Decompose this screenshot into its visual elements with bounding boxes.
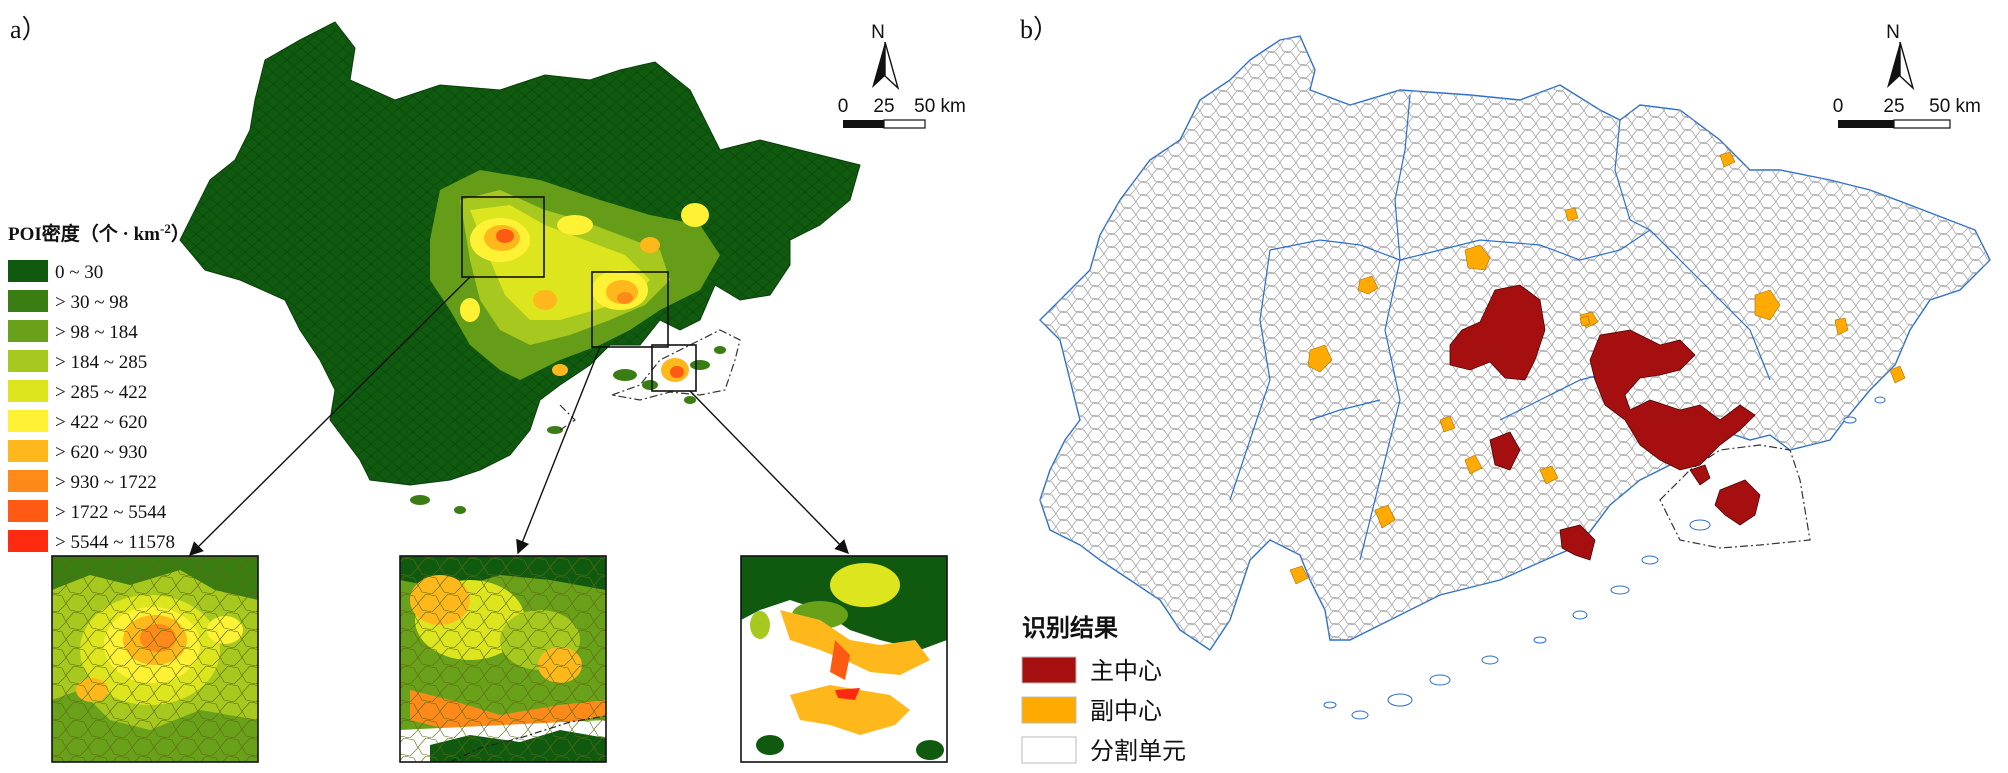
scale-a-0: 0 bbox=[838, 96, 849, 117]
legend-a-label-2: > 98 ~ 184 bbox=[55, 322, 138, 343]
sub-center-8 bbox=[1834, 317, 1849, 336]
sub-center-13 bbox=[1374, 504, 1396, 529]
sub-center-11 bbox=[1464, 454, 1483, 475]
legend-a: POI密度（个 · km-2） 0 ~ 30 > 30 ~ 98 > 98 ~ 18… bbox=[8, 221, 190, 553]
legend-b-swatch-1 bbox=[1021, 696, 1077, 724]
zoom-frame-1 bbox=[461, 196, 545, 278]
main-center-5 bbox=[1714, 479, 1761, 526]
panel-b-label: b） bbox=[1020, 15, 1059, 44]
hk-boundary-a-2 bbox=[559, 404, 576, 431]
poi-density-map bbox=[179, 21, 861, 514]
scale-bar-a: 0 25 50 km bbox=[838, 96, 966, 129]
panel-b: b） bbox=[1020, 15, 1991, 765]
legend-a-title-main: POI密度（个 · km bbox=[8, 222, 160, 245]
legend-a-swatch-2 bbox=[8, 320, 48, 342]
legend-b-label-1: 副中心 bbox=[1090, 697, 1162, 725]
sub-center-14 bbox=[1289, 565, 1309, 585]
main-center-6 bbox=[1689, 464, 1711, 486]
legend-a-title-end: ） bbox=[171, 222, 190, 245]
north-arrow-a: N bbox=[871, 22, 900, 91]
scale-b-0: 0 bbox=[1833, 96, 1844, 117]
inset-map-3 bbox=[740, 555, 948, 763]
legend-a-items: 0 ~ 30 > 30 ~ 98 > 98 ~ 184 > 184 ~ 285 > 28… bbox=[8, 260, 175, 553]
scale-bar-b: 0 25 50 km bbox=[1833, 96, 1981, 129]
sub-centers bbox=[1289, 151, 1906, 585]
legend-a-label-8: > 1722 ~ 5544 bbox=[55, 502, 167, 523]
inset-map-1 bbox=[51, 555, 259, 763]
sub-center-12 bbox=[1539, 465, 1559, 485]
legend-a-label-9: > 5544 ~ 11578 bbox=[55, 532, 175, 553]
legend-a-label-3: > 184 ~ 285 bbox=[55, 352, 147, 373]
legend-b-label-2: 分割单元 bbox=[1090, 737, 1186, 765]
legend-b-title: 识别结果 bbox=[1022, 614, 1118, 642]
legend-a-swatch-5 bbox=[8, 410, 48, 432]
sub-center-15 bbox=[1579, 315, 1591, 327]
legend-b-swatch-0 bbox=[1021, 656, 1077, 684]
legend-a-label-5: > 422 ~ 620 bbox=[55, 412, 147, 433]
legend-a-title: POI密度（个 · km-2） bbox=[8, 221, 190, 245]
legend-a-swatch-6 bbox=[8, 440, 48, 462]
north-label-a: N bbox=[871, 22, 885, 43]
main-centers bbox=[1449, 284, 1761, 561]
legend-b-swatch-2 bbox=[1021, 736, 1077, 764]
legend-a-label-4: > 285 ~ 422 bbox=[55, 382, 147, 403]
north-arrow-b: N bbox=[1886, 22, 1915, 91]
sub-center-1 bbox=[1464, 244, 1491, 271]
sub-center-7 bbox=[1719, 151, 1736, 168]
legend-a-swatch-7 bbox=[8, 470, 48, 492]
legend-a-label-7: > 930 ~ 1722 bbox=[55, 472, 157, 493]
scale-a-50: 50 km bbox=[914, 96, 966, 117]
coastal-islands-b bbox=[1323, 396, 1886, 720]
legend-a-swatch-9 bbox=[8, 530, 48, 552]
legend-a-label-6: > 620 ~ 930 bbox=[55, 442, 147, 463]
coastal-islands-a bbox=[410, 346, 726, 514]
panel-a: a） bbox=[8, 15, 966, 763]
center-identification-map bbox=[1039, 35, 1991, 720]
main-center-3 bbox=[1489, 431, 1521, 471]
sub-center-4 bbox=[1564, 207, 1579, 222]
legend-a-label-0: 0 ~ 30 bbox=[55, 262, 103, 283]
scale-b-25: 25 bbox=[1883, 96, 1904, 117]
hk-boundary-a bbox=[609, 329, 741, 401]
legend-b-label-0: 主中心 bbox=[1090, 657, 1162, 685]
sub-center-2 bbox=[1357, 275, 1379, 295]
sub-center-3 bbox=[1307, 344, 1333, 373]
hk-boundary-b bbox=[1659, 444, 1811, 549]
legend-a-title-sup: -2 bbox=[160, 221, 171, 236]
legend-a-swatch-0 bbox=[8, 260, 48, 282]
main-center-1 bbox=[1449, 284, 1546, 381]
scale-b-50: 50 km bbox=[1929, 96, 1981, 117]
sub-center-10 bbox=[1439, 415, 1456, 433]
density-hotspots bbox=[460, 203, 709, 382]
legend-a-swatch-8 bbox=[8, 500, 48, 522]
sub-center-6 bbox=[1754, 289, 1781, 321]
scale-a-25: 25 bbox=[873, 96, 894, 117]
leader-arrow-1 bbox=[189, 276, 471, 556]
legend-a-swatch-4 bbox=[8, 380, 48, 402]
zoom-frame-3 bbox=[651, 344, 697, 392]
leader-arrow-2 bbox=[516, 346, 601, 555]
main-center-4 bbox=[1559, 524, 1596, 561]
panel-a-label: a） bbox=[10, 15, 48, 44]
main-center-2 bbox=[1589, 329, 1756, 471]
sub-center-9 bbox=[1889, 365, 1906, 384]
district-boundaries bbox=[1229, 94, 1771, 561]
leader-arrow-3 bbox=[689, 390, 849, 555]
legend-a-label-1: > 30 ~ 98 bbox=[55, 292, 128, 313]
north-label-b: N bbox=[1886, 22, 1900, 43]
legend-a-swatch-3 bbox=[8, 350, 48, 372]
legend-a-swatch-1 bbox=[8, 290, 48, 312]
inset-map-2 bbox=[399, 555, 607, 763]
zoom-frame-2 bbox=[591, 271, 669, 348]
